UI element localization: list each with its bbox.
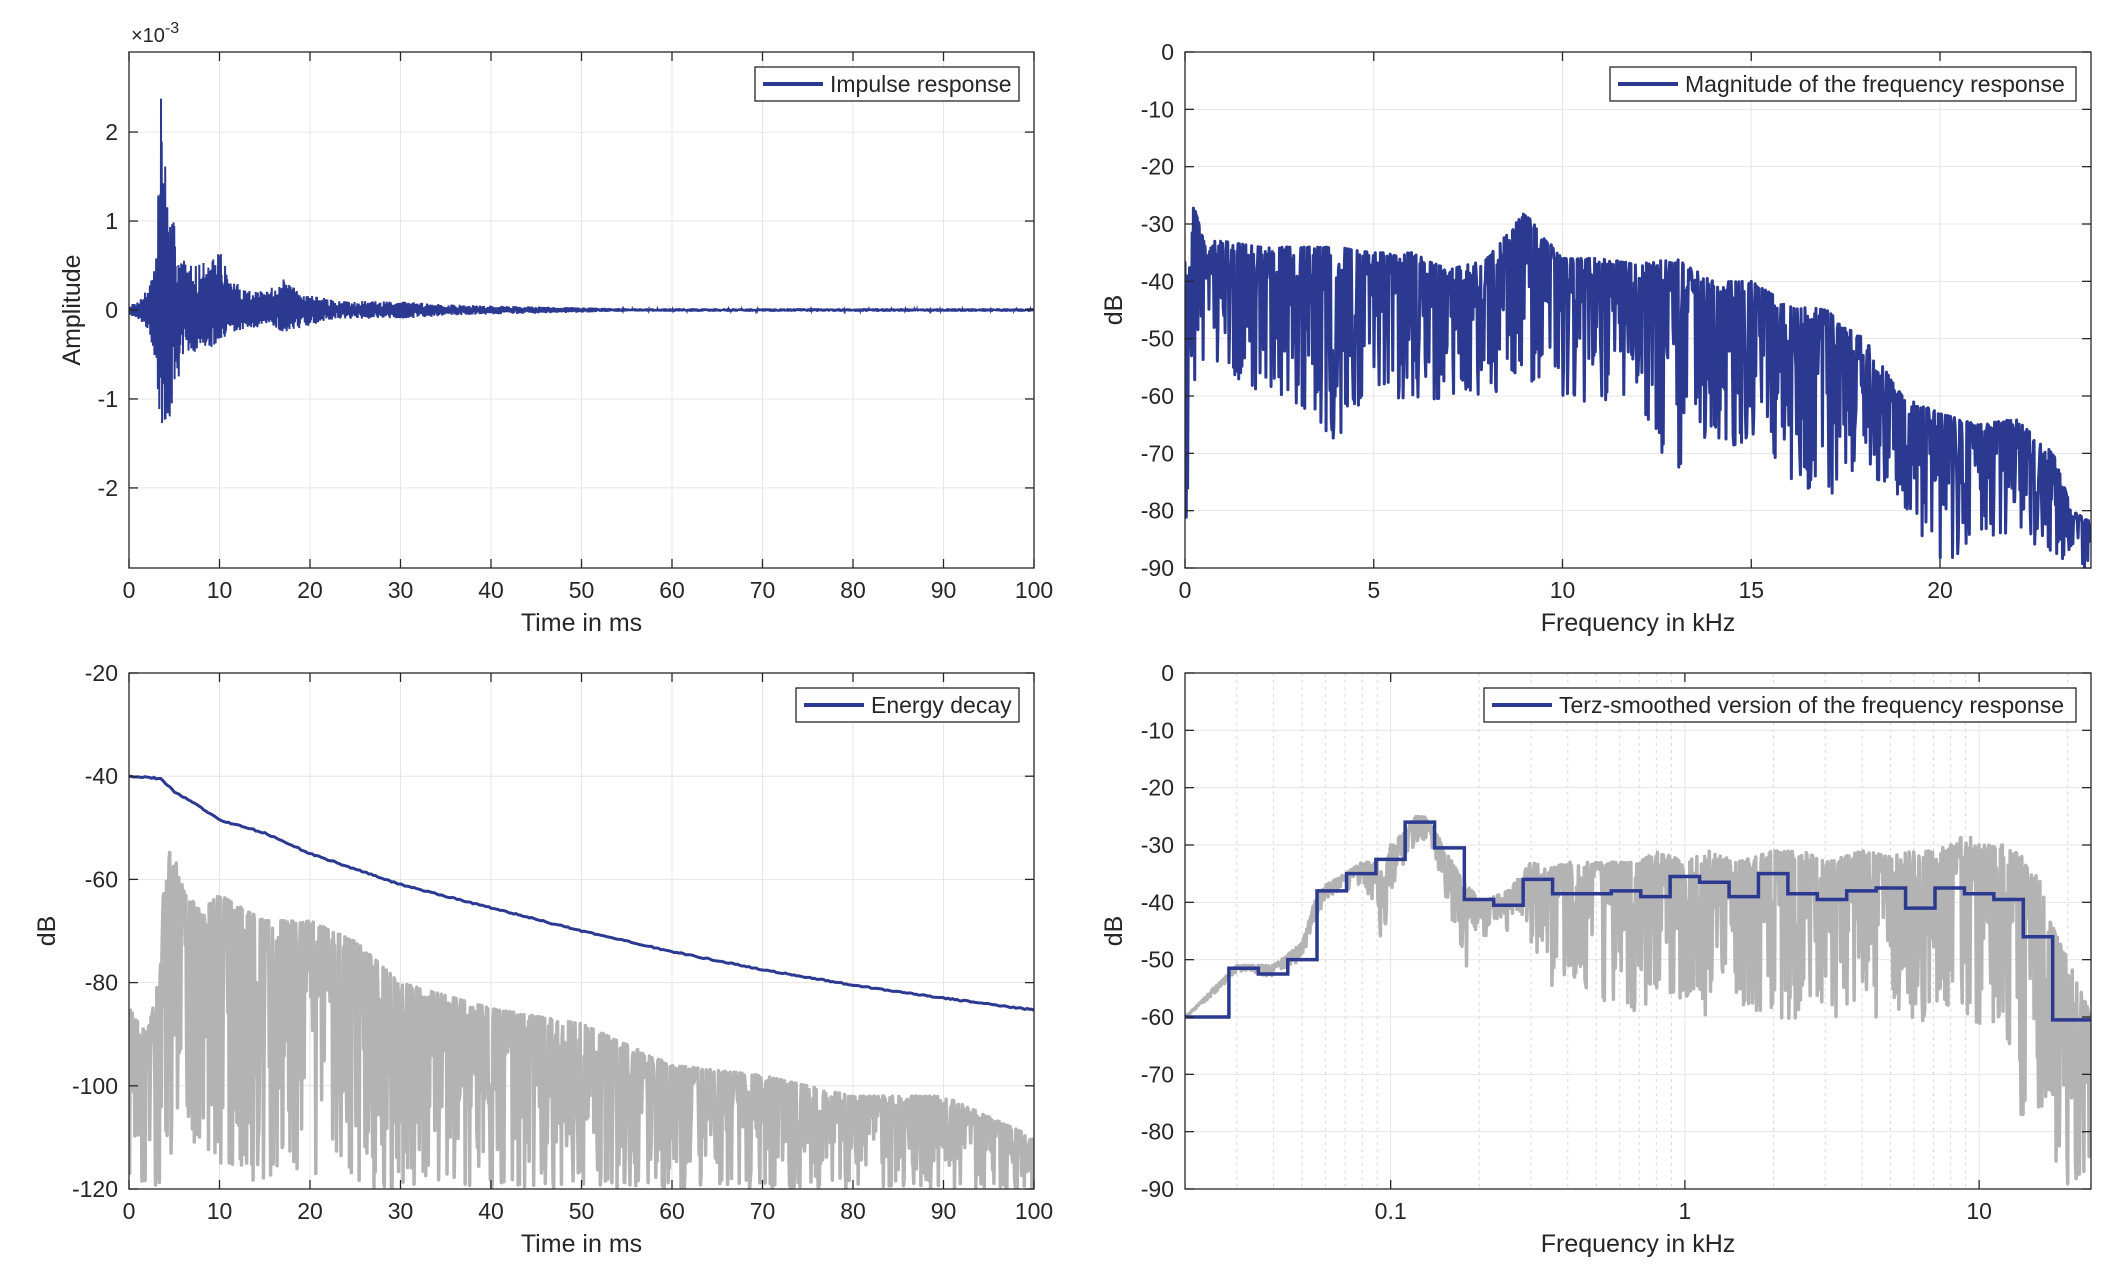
y-tick-label: -90 — [1141, 555, 1174, 581]
y-axis-label: Amplitude — [58, 254, 86, 365]
series-magnitude-of-the-frequency-response — [1185, 206, 2091, 568]
x-tick-label: 70 — [750, 1198, 776, 1224]
series-terz-smoothed-version-of-the-frequency-response — [1185, 820, 2091, 1022]
y-tick-label: -50 — [1141, 947, 1174, 973]
legend-label: Impulse response — [830, 71, 1012, 97]
y-tick-label: 1 — [105, 208, 118, 234]
x-tick-label: 0 — [123, 577, 136, 603]
x-tick-label: 90 — [931, 1198, 957, 1224]
series-background — [129, 850, 1034, 1189]
plot-series-group — [129, 774, 1034, 1189]
x-tick-label: 0 — [123, 1198, 136, 1224]
x-axis-label: Frequency in kHz — [1541, 1230, 1736, 1258]
y-tick-label: -100 — [72, 1073, 118, 1099]
y-tick-label: 2 — [105, 119, 118, 145]
x-tick-label: 30 — [388, 1198, 414, 1224]
y-axis-label: dB — [33, 916, 61, 947]
y-tick-label: -120 — [72, 1176, 118, 1202]
axes-box — [1184, 672, 2092, 1190]
x-tick-label: 10 — [1966, 1198, 1992, 1224]
x-tick-label: 70 — [750, 577, 776, 603]
x-tick-label: 20 — [297, 1198, 323, 1224]
x-tick-label: 60 — [659, 1198, 685, 1224]
axes-box — [1184, 51, 2092, 569]
y-tick-label: -60 — [1141, 383, 1174, 409]
y-tick-label: -40 — [1141, 268, 1174, 294]
y-tick-label: -40 — [1141, 889, 1174, 915]
y-axis-label: dB — [1100, 916, 1128, 947]
legend-label: Energy decay — [871, 692, 1012, 718]
x-tick-label: 10 — [1550, 577, 1576, 603]
x-tick-label: 10 — [207, 577, 233, 603]
plot-series-group — [1185, 206, 2091, 568]
x-tick-label: 0 — [1179, 577, 1192, 603]
y-tick-label: 0 — [105, 297, 118, 323]
terz-smoothed-panel: 0.1 1 10 0 -10 -20 -30 -40 -50 -60 -70 -80 -90 Freque… — [1100, 660, 2092, 1258]
energy-decay-panel: 0 10 20 30 40 50 60 70 80 90 100 -20 -40 -60 -80 -100 -1… — [33, 660, 1053, 1258]
legend: Terz-smoothed version of the frequency r… — [1483, 687, 2077, 723]
x-tick-label: 50 — [569, 577, 595, 603]
legend-label: Magnitude of the frequency response — [1685, 71, 2065, 97]
x-tick-label: 5 — [1367, 577, 1380, 603]
x-tick-label: 40 — [478, 577, 504, 603]
x-tick-label: 80 — [840, 1198, 866, 1224]
x-axis-label: Time in ms — [521, 1230, 642, 1258]
magnitude-response-panel: 0 5 10 15 20 0 -10 -20 -30 -40 -50 -60 -70 -80 -90 Freq… — [1100, 39, 2092, 637]
legend: Energy decay — [795, 687, 1020, 723]
y-tick-label: -60 — [85, 866, 118, 892]
y-tick-label: -30 — [1141, 832, 1174, 858]
legend-label: Terz-smoothed version of the frequency r… — [1559, 692, 2064, 718]
x-tick-label: 100 — [1015, 1198, 1053, 1224]
y-axis-label: dB — [1100, 295, 1128, 326]
x-tick-label: 100 — [1015, 577, 1053, 603]
x-tick-label: 20 — [297, 577, 323, 603]
x-tick-label: 80 — [840, 577, 866, 603]
impulse-response-panel: 0 10 20 30 40 50 60 70 80 90 100 -2 -1 0 1 2 ×10-3 Time i… — [58, 20, 1053, 637]
y-exponent-label: ×10-3 — [131, 20, 179, 47]
series-impulse-response — [129, 98, 1034, 423]
y-exponent-power: -3 — [165, 20, 179, 37]
plot-series-group — [1185, 814, 2091, 1186]
y-tick-label: -80 — [1141, 498, 1174, 524]
x-axis-label: Frequency in kHz — [1541, 609, 1736, 637]
x-tick-label: 15 — [1738, 577, 1764, 603]
y-tick-label: -60 — [1141, 1004, 1174, 1030]
x-tick-label: 1 — [1678, 1198, 1691, 1224]
x-tick-label: 30 — [388, 577, 414, 603]
y-tick-label: -20 — [1141, 154, 1174, 180]
y-tick-label: -50 — [1141, 326, 1174, 352]
x-tick-label: 20 — [1927, 577, 1953, 603]
y-tick-label: -80 — [1141, 1119, 1174, 1145]
y-tick-label: -20 — [1141, 775, 1174, 801]
y-tick-label: -80 — [85, 970, 118, 996]
y-tick-label: -70 — [1141, 1061, 1174, 1087]
x-tick-label: 90 — [931, 577, 957, 603]
y-tick-label: -10 — [1141, 717, 1174, 743]
y-tick-label: -2 — [98, 475, 118, 501]
legend: Magnitude of the frequency response — [1609, 66, 2077, 102]
legend-box — [1609, 66, 2077, 102]
y-tick-label: -30 — [1141, 211, 1174, 237]
y-tick-label: -20 — [85, 660, 118, 686]
y-tick-label: 0 — [1161, 660, 1174, 686]
x-tick-label: 10 — [207, 1198, 233, 1224]
y-tick-label: -10 — [1141, 96, 1174, 122]
y-tick-label: 0 — [1161, 39, 1174, 65]
plot-series-group — [129, 98, 1034, 423]
y-tick-label: -90 — [1141, 1176, 1174, 1202]
y-tick-label: -70 — [1141, 440, 1174, 466]
x-tick-label: 0.1 — [1375, 1198, 1407, 1224]
x-tick-label: 50 — [569, 1198, 595, 1224]
x-tick-label: 60 — [659, 577, 685, 603]
legend: Impulse response — [754, 66, 1020, 102]
legend-box — [1483, 687, 2077, 723]
y-tick-label: -40 — [85, 763, 118, 789]
y-tick-label: -1 — [98, 386, 118, 412]
x-axis-label: Time in ms — [521, 609, 642, 637]
x-tick-label: 40 — [478, 1198, 504, 1224]
series-energy-decay — [129, 774, 1034, 1012]
